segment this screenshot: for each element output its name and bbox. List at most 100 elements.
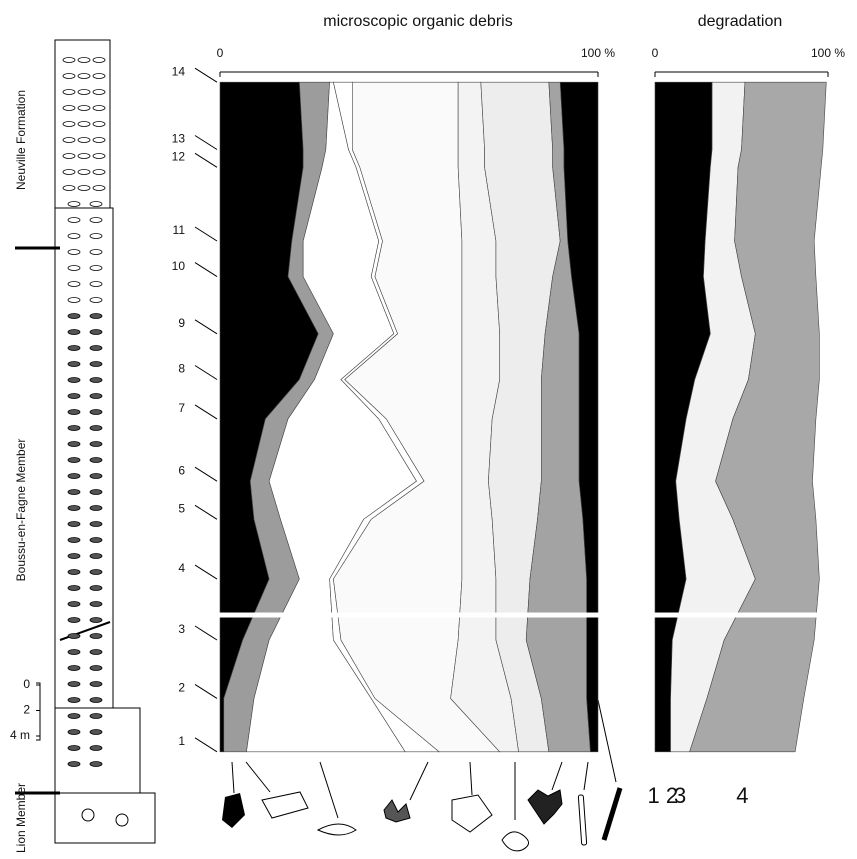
log-symbol	[77, 57, 91, 63]
log-symbol	[89, 217, 103, 223]
log-symbol	[89, 729, 103, 735]
sample-tick	[194, 504, 218, 520]
scale-label: 4 m	[10, 728, 30, 742]
sample-tick	[194, 564, 218, 580]
log-symbol	[77, 153, 91, 159]
log-symbol	[77, 105, 91, 111]
icon	[261, 791, 309, 819]
sample-label: 14	[172, 64, 186, 78]
log-symbol	[62, 57, 76, 63]
log-symbol	[67, 441, 81, 447]
sample-label: 5	[178, 501, 185, 515]
legend-label: 3	[674, 783, 686, 808]
sample-label: 4	[178, 561, 185, 575]
log-symbol	[67, 665, 81, 671]
log-symbol	[62, 169, 76, 175]
log-symbol	[89, 425, 103, 431]
icon	[316, 823, 357, 836]
log-symbol	[89, 681, 103, 687]
log-symbol	[92, 89, 106, 95]
log-symbol	[89, 361, 103, 367]
log-symbol	[67, 313, 81, 319]
sample-tick	[194, 319, 218, 335]
log-symbol	[89, 553, 103, 559]
unit-label: Lion Member	[14, 783, 28, 853]
log-symbol	[67, 393, 81, 399]
sample-tick	[194, 226, 218, 242]
log-symbol	[92, 105, 106, 111]
sample-tick	[194, 262, 218, 278]
log-symbol	[67, 345, 81, 351]
log-symbol	[92, 121, 106, 127]
fossil	[81, 808, 95, 822]
log-symbol	[67, 457, 81, 463]
log-symbol	[67, 297, 81, 303]
log-symbol	[67, 601, 81, 607]
log-symbol	[67, 585, 81, 591]
log-symbol	[77, 137, 91, 143]
log-symbol	[92, 169, 106, 175]
log-symbol	[89, 409, 103, 415]
icon	[601, 787, 623, 841]
log-symbol	[89, 441, 103, 447]
log-symbol	[67, 361, 81, 367]
log-symbol	[67, 745, 81, 751]
icon	[527, 789, 563, 825]
area-segment	[559, 81, 599, 753]
legend-label: 1 2	[647, 783, 678, 808]
sample-label: 9	[178, 316, 185, 330]
log-symbol	[89, 233, 103, 239]
log-symbol	[67, 713, 81, 719]
log-symbol	[67, 569, 81, 575]
log-symbol	[67, 553, 81, 559]
sample-tick	[194, 135, 218, 150]
icon	[222, 793, 245, 828]
log-symbol	[89, 761, 103, 767]
scale-label: 0	[23, 677, 30, 691]
log-symbol	[62, 73, 76, 79]
sample-label: 6	[178, 463, 185, 477]
sample-label: 2	[178, 681, 185, 695]
sample-label: 8	[178, 362, 185, 376]
log-symbol	[62, 121, 76, 127]
log-symbol	[89, 617, 103, 623]
unit-label: Neuville Formation	[14, 90, 28, 190]
log-symbol	[77, 89, 91, 95]
log-symbol	[67, 217, 81, 223]
log-symbol	[67, 537, 81, 543]
log-symbol	[89, 297, 103, 303]
section-break	[216, 612, 602, 618]
icon	[451, 794, 493, 833]
log-symbol	[89, 697, 103, 703]
log-symbol	[92, 57, 106, 63]
leader-line	[231, 699, 617, 820]
sample-tick	[194, 684, 218, 699]
log-symbol	[67, 521, 81, 527]
log-symbol	[67, 681, 81, 687]
log-symbol	[62, 89, 76, 95]
log-symbol	[89, 201, 103, 207]
log-symbol	[89, 601, 103, 607]
sample-tick	[194, 737, 218, 753]
section-break	[651, 612, 832, 618]
log-symbol	[67, 729, 81, 735]
log-symbol	[89, 585, 103, 591]
sample-label: 12	[172, 149, 186, 163]
log-symbol	[89, 457, 103, 463]
log-symbol	[92, 73, 106, 79]
log-bed	[54, 39, 111, 209]
log-symbol	[67, 489, 81, 495]
log-symbol	[67, 761, 81, 767]
sample-tick	[194, 152, 218, 168]
log-symbol	[89, 489, 103, 495]
log-symbol	[67, 473, 81, 479]
debris-icons	[222, 699, 623, 852]
sample-tick	[194, 466, 218, 482]
log-bed	[54, 792, 156, 844]
sample-label: 11	[173, 223, 186, 237]
sample-label: 7	[178, 401, 185, 415]
x-tick-label: 0	[652, 46, 659, 60]
log-symbol	[62, 185, 76, 191]
sample-tick	[194, 404, 218, 420]
log-symbol	[89, 345, 103, 351]
